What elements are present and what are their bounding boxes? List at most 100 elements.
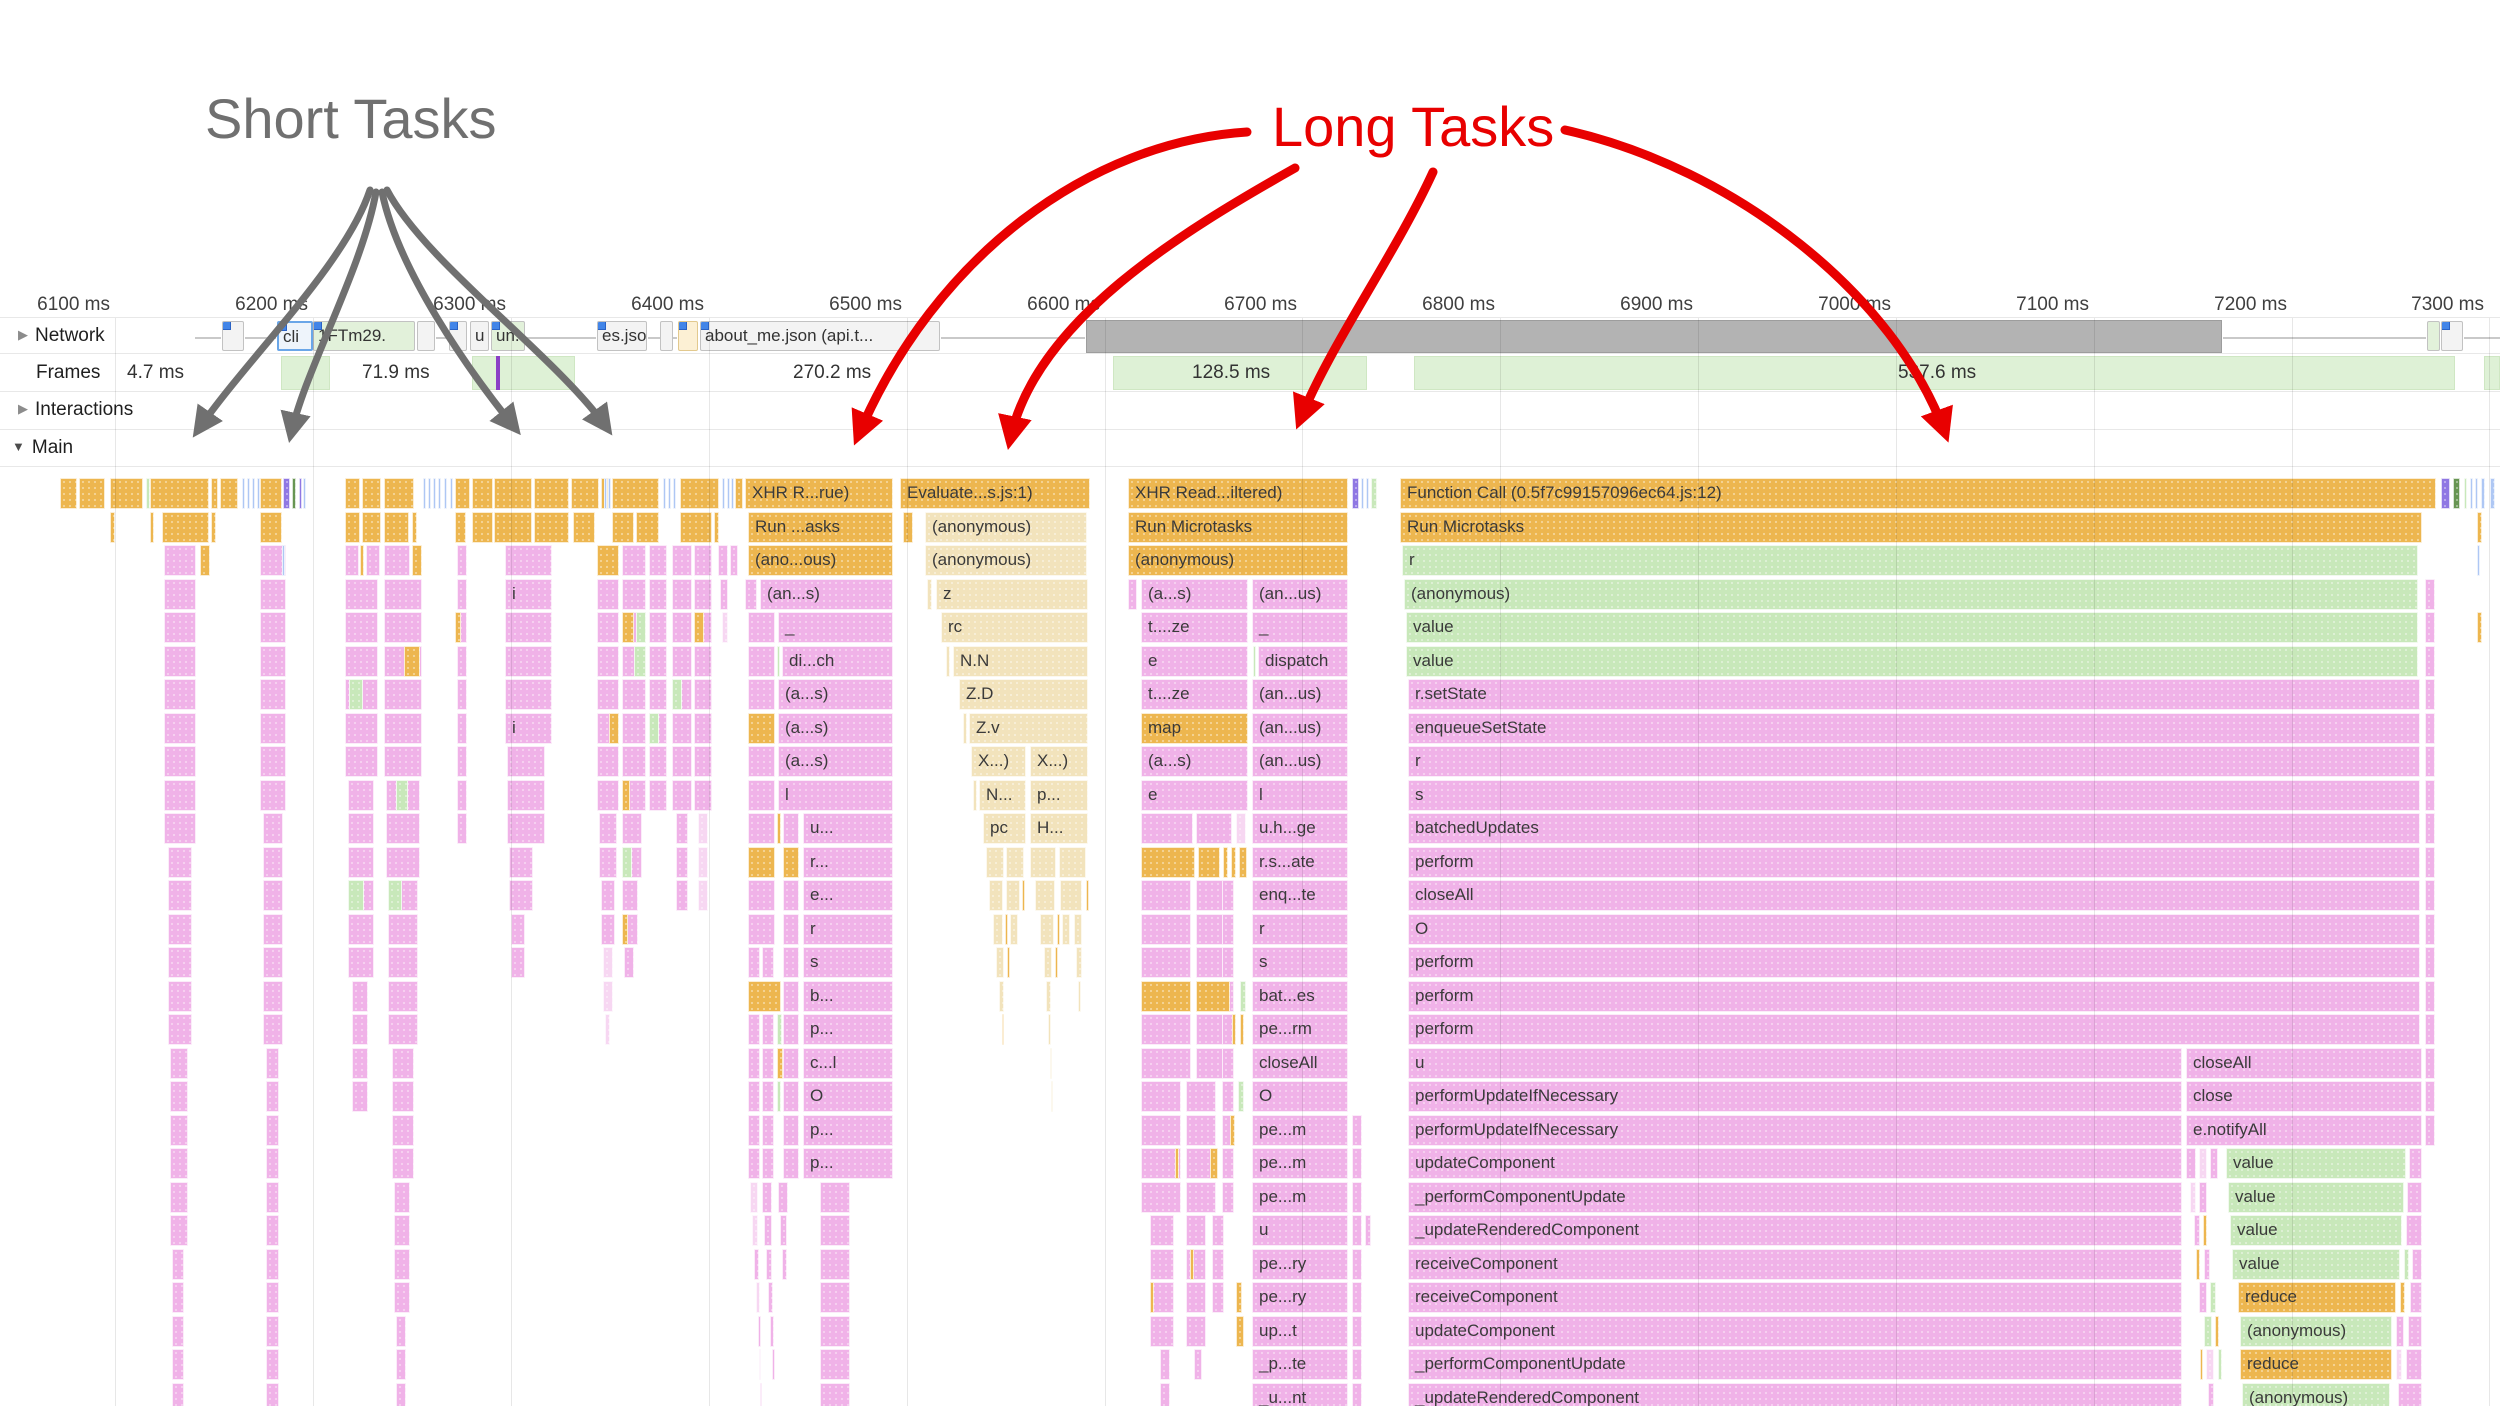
flame-bar[interactable]: _updateRenderedComponent (1408, 1215, 2182, 1246)
flame-bar[interactable]: pe...m (1252, 1114, 1348, 1146)
flame-bar[interactable]: (anonymous) (925, 511, 1087, 543)
flame-bar[interactable]: _performComponentUpdate (1408, 1349, 2182, 1380)
flame-bar[interactable]: e.notifyAll (2186, 1114, 2422, 1146)
flame-bar[interactable] (748, 846, 775, 878)
flame-bar[interactable] (260, 645, 286, 677)
flame-bar[interactable] (1010, 913, 1018, 945)
flame-bar[interactable] (384, 511, 409, 543)
flame-bar[interactable] (573, 511, 595, 543)
flame-bar[interactable] (1240, 980, 1246, 1012)
flame-bar[interactable] (384, 712, 422, 744)
flame-bar[interactable] (750, 1181, 758, 1213)
flame-bar[interactable] (494, 511, 532, 543)
flame-bar[interactable] (1212, 1215, 1224, 1246)
flame-bar[interactable] (1371, 478, 1377, 509)
flame-bar[interactable] (1352, 1181, 1362, 1213)
flame-bar[interactable] (1222, 913, 1234, 945)
flame-bar[interactable] (1232, 1014, 1236, 1045)
flame-bar[interactable] (164, 612, 196, 643)
flame-bar[interactable] (1230, 1114, 1235, 1146)
flame-bar[interactable] (170, 1081, 188, 1112)
flame-bar[interactable] (762, 1148, 774, 1179)
flame-bar[interactable] (571, 478, 599, 509)
flame-bar[interactable] (780, 1215, 787, 1246)
flame-bar[interactable]: (a...s) (1141, 578, 1248, 610)
flame-bar[interactable] (680, 478, 719, 509)
flame-bar[interactable] (1030, 846, 1056, 878)
flame-bar[interactable] (1231, 846, 1236, 878)
flame-bar[interactable] (2425, 712, 2435, 744)
flame-bar[interactable] (1352, 1114, 1362, 1146)
flame-bar[interactable] (1141, 880, 1191, 911)
flame-bar[interactable] (636, 612, 646, 643)
flame-bar[interactable] (1352, 1282, 1362, 1313)
flame-bar[interactable] (672, 645, 692, 677)
flame-bar[interactable] (2441, 478, 2450, 509)
flame-bar[interactable] (1007, 947, 1010, 978)
flame-bar[interactable] (1035, 880, 1055, 911)
flame-bar[interactable] (345, 478, 360, 509)
flame-bar[interactable] (1078, 980, 1081, 1012)
flame-bar[interactable] (760, 1382, 762, 1406)
flame-bar[interactable]: perform (1408, 1014, 2420, 1045)
flame-bar[interactable]: value (2230, 1215, 2402, 1246)
flame-bar[interactable]: value (2228, 1181, 2404, 1213)
flame-bar[interactable]: map (1141, 712, 1248, 744)
flame-bar[interactable] (1366, 478, 1369, 509)
flame-bar[interactable]: reduce (2240, 1349, 2392, 1380)
flame-bar[interactable] (1005, 913, 1008, 945)
flame-bar[interactable] (599, 813, 617, 844)
flame-bar[interactable]: _u...nt (1252, 1382, 1348, 1406)
flame-bar[interactable] (1186, 1315, 1206, 1347)
flame-bar[interactable] (963, 712, 967, 744)
flame-bar[interactable]: receiveComponent (1408, 1282, 2182, 1313)
flame-bar[interactable] (745, 578, 757, 610)
flame-bar[interactable]: (a...s) (778, 746, 893, 777)
flame-bar[interactable] (986, 846, 1004, 878)
flame-bar[interactable] (1076, 947, 1082, 978)
flame-bar[interactable]: pe...rm (1252, 1014, 1348, 1045)
flame-bar[interactable] (1060, 880, 1082, 911)
flame-bar[interactable] (507, 813, 545, 844)
flame-bar[interactable] (2425, 880, 2435, 911)
flame-bar[interactable] (778, 1181, 788, 1213)
flame-bar[interactable] (384, 612, 422, 643)
flame-bar[interactable] (2208, 1382, 2214, 1406)
flame-bar[interactable] (110, 478, 143, 509)
flame-bar[interactable] (2425, 645, 2435, 677)
flame-bar[interactable] (748, 679, 775, 710)
flame-bar[interactable]: batchedUpdates (1408, 813, 2420, 844)
flame-bar[interactable] (1141, 1148, 1181, 1179)
network-request-chip[interactable]: 1FTm29. (313, 321, 415, 351)
flame-bar[interactable] (457, 545, 467, 576)
flame-bar[interactable]: X...) (1030, 746, 1088, 777)
flame-bar[interactable] (783, 913, 799, 945)
flame-bar[interactable] (777, 1081, 781, 1112)
flame-bar[interactable] (2425, 679, 2435, 710)
flame-bar[interactable]: (an...s) (760, 578, 893, 610)
flame-bar[interactable] (386, 813, 420, 844)
flame-bar[interactable]: up...t (1252, 1315, 1348, 1347)
flame-bar[interactable]: s (1252, 947, 1348, 978)
flame-bar[interactable]: _ (1252, 612, 1348, 643)
flame-bar[interactable] (754, 1248, 759, 1280)
flame-bar[interactable] (534, 478, 569, 509)
flame-bar[interactable] (748, 947, 760, 978)
flame-bar[interactable] (146, 478, 150, 509)
flame-bar[interactable] (1055, 947, 1058, 978)
flame-bar[interactable] (2194, 1215, 2200, 1246)
flame-bar[interactable] (597, 679, 619, 710)
flame-bar[interactable] (260, 511, 282, 543)
flame-bar[interactable] (2407, 1181, 2422, 1213)
flame-bar[interactable] (694, 746, 712, 777)
flame-bar[interactable] (348, 913, 374, 945)
flame-bar[interactable] (2200, 1349, 2203, 1380)
flame-bar[interactable] (162, 511, 209, 543)
flame-bar[interactable]: perform (1408, 947, 2420, 978)
flame-bar[interactable] (505, 679, 552, 710)
flame-bar[interactable] (457, 746, 467, 777)
flame-bar[interactable] (170, 1215, 188, 1246)
flame-bar[interactable] (2425, 980, 2435, 1012)
flame-bar[interactable] (720, 578, 728, 610)
flame-bar[interactable] (388, 980, 418, 1012)
